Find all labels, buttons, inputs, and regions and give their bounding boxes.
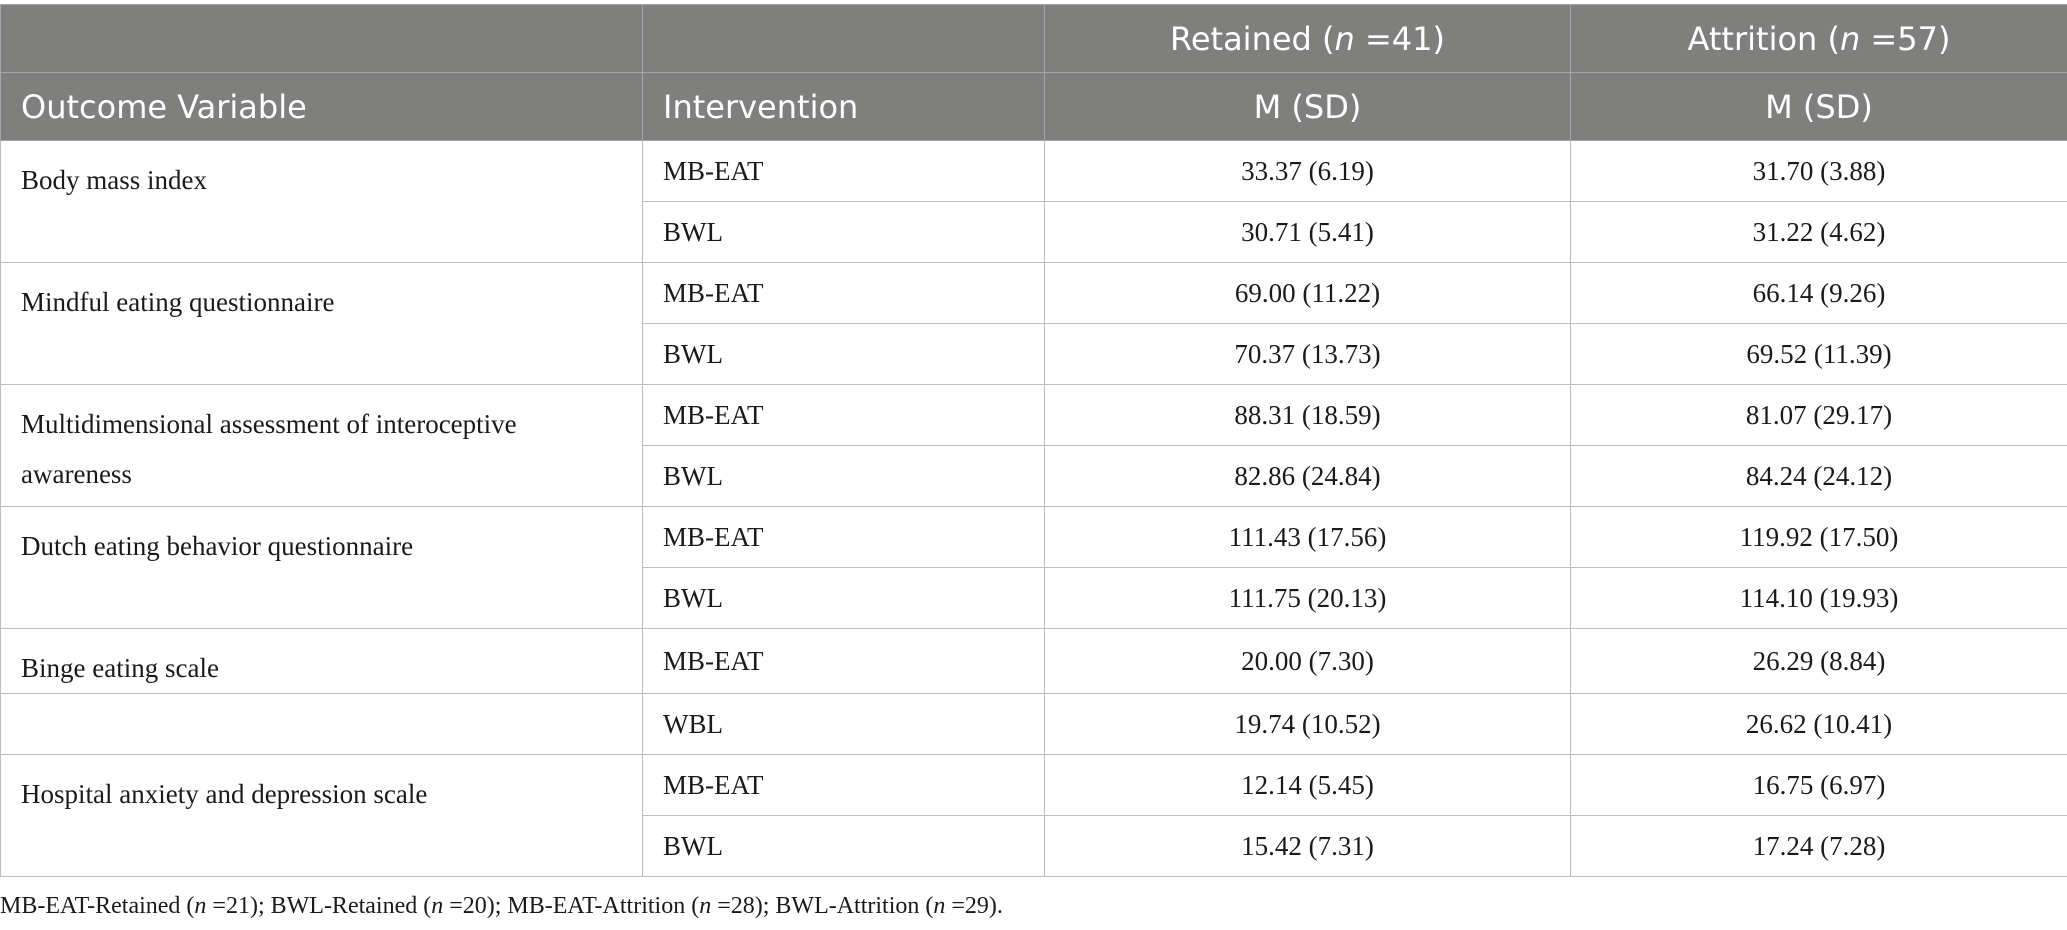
outcome-variable-cell: Hospital anxiety and depression scale: [0, 754, 643, 877]
table-row: Body mass index MB-EAT 33.37 (6.19) 31.7…: [0, 140, 2067, 263]
intervention-cell: MB-EAT: [642, 140, 1045, 202]
table-footnote: MB-EAT-Retained (n =21); BWL-Retained (n…: [0, 893, 1003, 919]
header-column-row: Outcome Variable Intervention M (SD) M (…: [0, 72, 2067, 141]
attrition-value-cell: 26.29 (8.84): [1570, 628, 2067, 694]
header-attrition-group: Attrition (n =57): [1570, 4, 2067, 73]
retained-value-cell: 69.00 (11.22): [1044, 262, 1571, 324]
intervention-cell: MB-EAT: [642, 384, 1045, 446]
header-retained-group: Retained (n =41): [1044, 4, 1571, 73]
header-outcome-variable: Outcome Variable: [0, 72, 643, 141]
header-intervention: Intervention: [642, 72, 1045, 141]
table-header: Retained (n =41) Attrition (n =57) Outco…: [0, 4, 2067, 141]
retained-value-cell: 111.75 (20.13): [1044, 567, 1571, 629]
table-row: Binge eating scale MB-EAT 20.00 (7.30) 2…: [0, 628, 2067, 694]
outcome-variable-cell: Body mass index: [0, 140, 643, 263]
table-row: BWL 15.42 (7.31) 17.24 (7.28): [1, 815, 2067, 877]
intervention-cell: MB-EAT: [642, 628, 1045, 694]
attrition-value-cell: 69.52 (11.39): [1570, 323, 2067, 385]
attrition-value-cell: 16.75 (6.97): [1570, 754, 2067, 816]
retained-value-cell: 20.00 (7.30): [1044, 628, 1571, 694]
outcome-variable-cell: Mindful eating questionnaire: [0, 262, 643, 385]
outcome-variable-cell: Binge eating scale: [0, 628, 643, 694]
table-row: Mindful eating questionnaire MB-EAT 69.0…: [0, 262, 2067, 385]
retained-value-cell: 111.43 (17.56): [1044, 506, 1571, 568]
intervention-cell: BWL: [642, 567, 1045, 629]
retained-value-cell: 15.42 (7.31): [1044, 815, 1571, 877]
attrition-value-cell: 81.07 (29.17): [1570, 384, 2067, 446]
intervention-cell: MB-EAT: [642, 262, 1045, 324]
attrition-value-cell: 119.92 (17.50): [1570, 506, 2067, 568]
retained-value-cell: 82.86 (24.84): [1044, 445, 1571, 507]
retained-value-cell: 19.74 (10.52): [1044, 693, 1571, 755]
table-body: Body mass index MB-EAT 33.37 (6.19) 31.7…: [0, 140, 2067, 877]
attrition-value-cell: 17.24 (7.28): [1570, 815, 2067, 877]
table-row: Hospital anxiety and depression scale MB…: [0, 754, 2067, 877]
attrition-value-cell: 84.24 (24.12): [1570, 445, 2067, 507]
attrition-value-cell: 66.14 (9.26): [1570, 262, 2067, 324]
intervention-cell: BWL: [642, 445, 1045, 507]
header-retained-stat: M (SD): [1044, 72, 1571, 141]
intervention-cell: WBL: [642, 693, 1045, 755]
intervention-cell: BWL: [642, 815, 1045, 877]
table-row: Dutch eating behavior questionnaire MB-E…: [0, 506, 2067, 629]
intervention-cell: MB-EAT: [642, 506, 1045, 568]
header-attrition-stat: M (SD): [1570, 72, 2067, 141]
attrition-value-cell: 26.62 (10.41): [1570, 693, 2067, 755]
header-empty-cell: [0, 4, 643, 73]
table-row: Multidimensional assessment of interocep…: [0, 384, 2067, 507]
attrition-value-cell: 114.10 (19.93): [1570, 567, 2067, 629]
retained-value-cell: 70.37 (13.73): [1044, 323, 1571, 385]
intervention-cell: BWL: [642, 201, 1045, 263]
table-row: BWL 30.71 (5.41) 31.22 (4.62): [1, 201, 2067, 263]
intervention-cell: BWL: [642, 323, 1045, 385]
table-row: BWL 82.86 (24.84) 84.24 (24.12): [1, 445, 2067, 507]
retained-value-cell: 33.37 (6.19): [1044, 140, 1571, 202]
retained-value-cell: 12.14 (5.45): [1044, 754, 1571, 816]
retained-value-cell: 88.31 (18.59): [1044, 384, 1571, 446]
attrition-value-cell: 31.22 (4.62): [1570, 201, 2067, 263]
retained-value-cell: 30.71 (5.41): [1044, 201, 1571, 263]
header-group-row: Retained (n =41) Attrition (n =57): [0, 4, 2067, 73]
outcome-variable-cell: Dutch eating behavior questionnaire: [0, 506, 643, 629]
table-row: WBL 19.74 (10.52) 26.62 (10.41): [0, 693, 2067, 755]
outcome-variable-cell: Multidimensional assessment of interocep…: [0, 384, 643, 507]
table-row: BWL 111.75 (20.13) 114.10 (19.93): [1, 567, 2067, 629]
intervention-cell: MB-EAT: [642, 754, 1045, 816]
attrition-value-cell: 31.70 (3.88): [1570, 140, 2067, 202]
header-empty-cell: [642, 4, 1045, 73]
results-table: Retained (n =41) Attrition (n =57) Outco…: [0, 4, 2067, 877]
outcome-variable-cell: [0, 693, 643, 755]
